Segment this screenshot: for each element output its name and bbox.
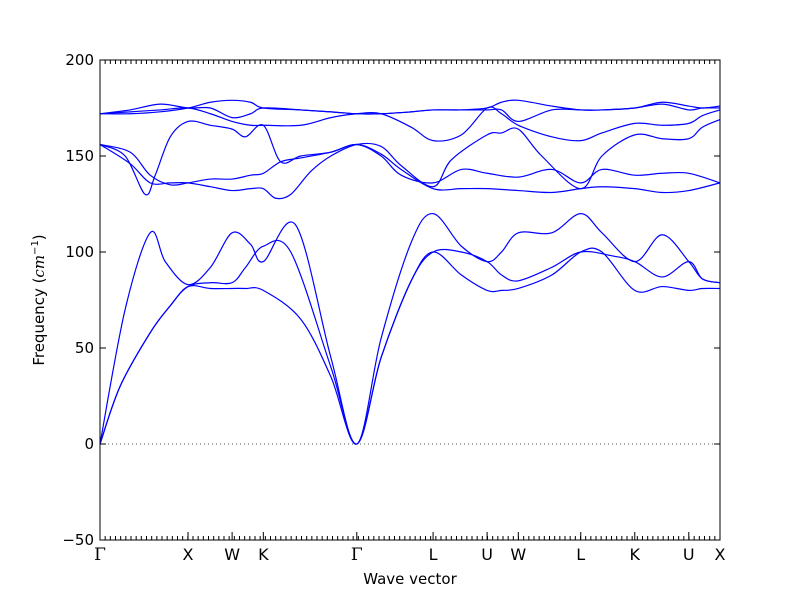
x-tick-label: W <box>224 545 240 564</box>
phonon-branch-7 <box>99 106 721 142</box>
x-tick-label: U <box>683 545 695 564</box>
x-tick-label: Γ <box>351 545 363 565</box>
x-tick-label: X <box>715 545 726 564</box>
y-tick-label: 50 <box>75 339 94 357</box>
phonon-branch-6 <box>99 118 721 200</box>
x-tick-label: L <box>429 545 438 564</box>
y-axis-title-close: ) <box>30 234 48 240</box>
y-axis-title-unit: cm <box>30 255 48 278</box>
y-tick-label: 200 <box>65 51 94 69</box>
phonon-branch-9 <box>99 99 721 115</box>
phonon-branch-3 <box>99 212 721 445</box>
y-axis-title-exponent: −1 <box>30 240 41 255</box>
minor-ticks <box>99 60 721 540</box>
phonon-branch-2 <box>99 240 721 445</box>
x-tick-label: Γ <box>94 545 106 565</box>
series-layer <box>99 99 721 445</box>
y-tick-label: −50 <box>62 531 94 549</box>
x-tick-label: K <box>258 545 269 564</box>
x-tick-label: W <box>510 545 526 564</box>
x-tick-label: L <box>576 545 585 564</box>
x-tick-label: X <box>183 545 194 564</box>
y-axis-ticks: −50 0 50 100 150 200 <box>62 51 720 549</box>
plot-frame <box>99 59 721 541</box>
plot-background <box>100 60 720 540</box>
y-axis-title-text: Frequency ( <box>30 278 48 366</box>
y-tick-label: 150 <box>65 147 94 165</box>
y-axis-title: Frequency (cm−1) <box>30 234 48 365</box>
x-tick-label: K <box>630 545 641 564</box>
x-axis-title: Wave vector <box>363 570 457 588</box>
y-tick-label: 0 <box>84 435 94 453</box>
y-tick-label: 100 <box>65 243 94 261</box>
x-tick-label: U <box>481 545 493 564</box>
